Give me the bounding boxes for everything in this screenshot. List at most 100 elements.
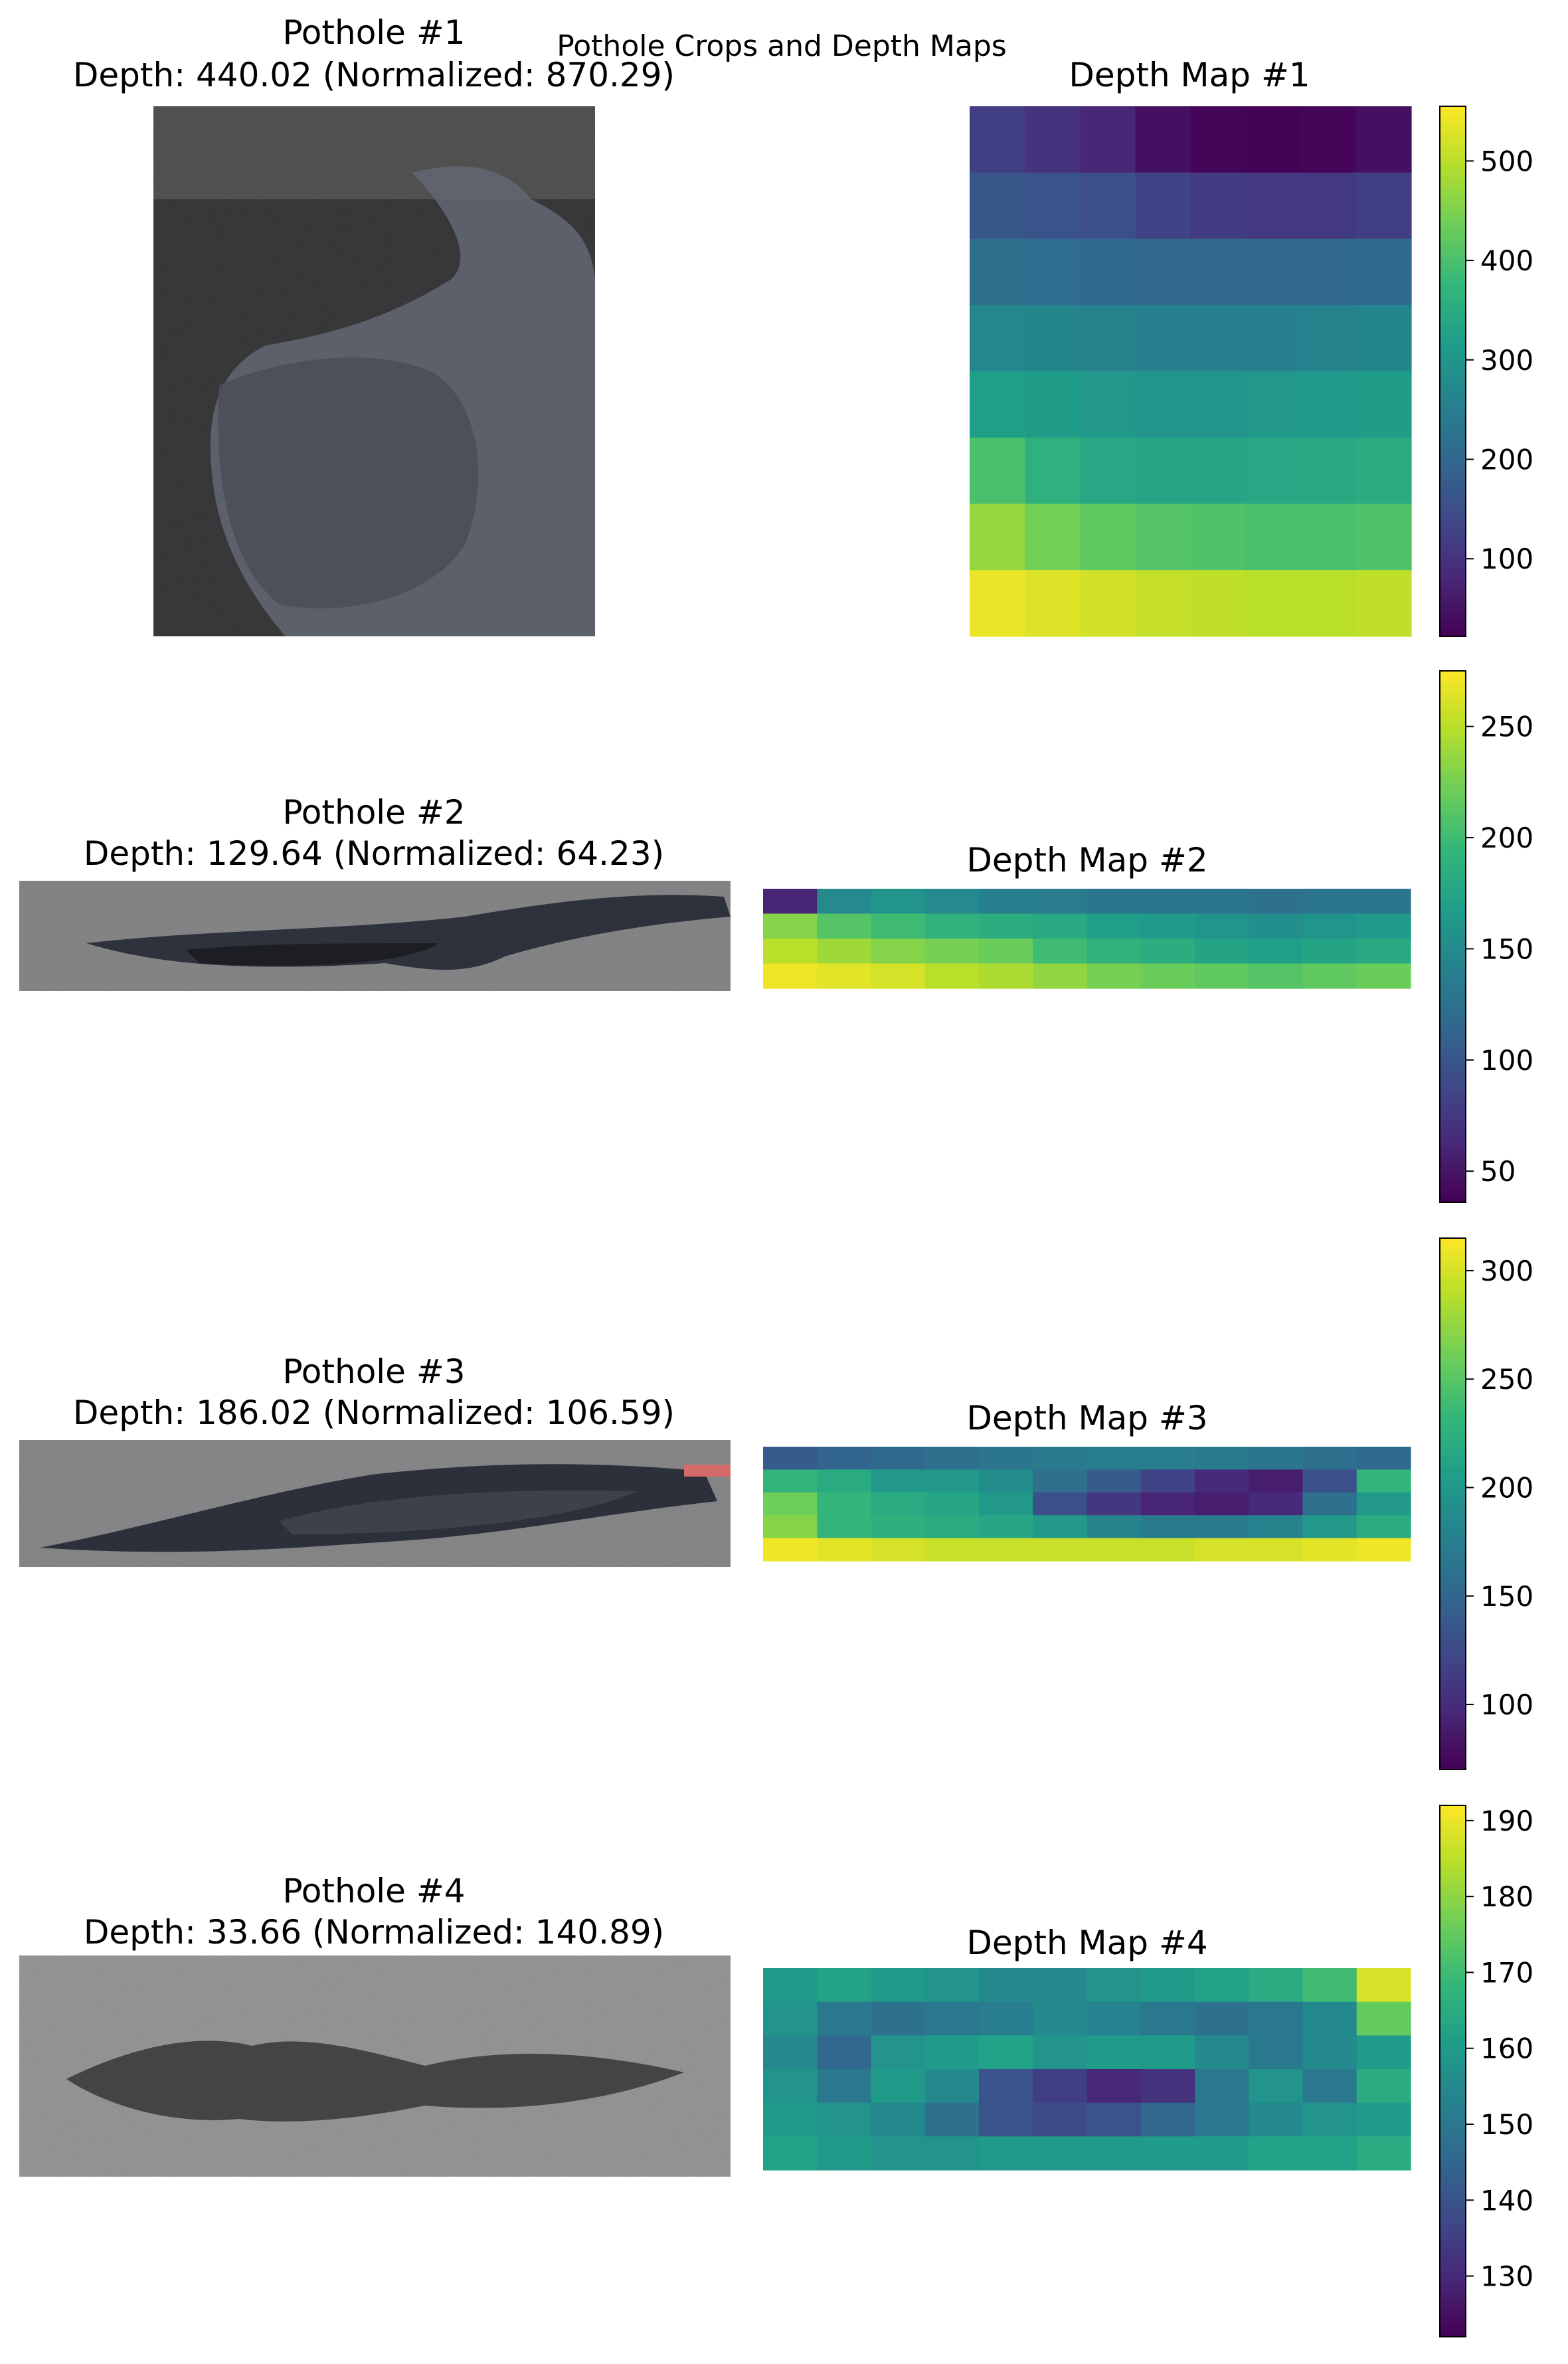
depth-map-4-cell (1195, 2069, 1249, 2104)
depth-map-1-cell (1190, 437, 1247, 505)
depth-map-1-heatmap (970, 106, 1412, 637)
depth-map-3-cell (1087, 1538, 1142, 1562)
depth-map-1-cell (1355, 305, 1412, 372)
colorbar-tick-label: 170 (1480, 1956, 1533, 1989)
depth-map-1-cell (1025, 437, 1081, 505)
depth-map-4-cell (1140, 1968, 1195, 2003)
depth-map-4-cell (817, 2035, 872, 2070)
depth-map-3-cell (979, 1492, 1033, 1516)
depth-map-2-cell (763, 913, 818, 939)
depth-map-3-panel: Depth Map #3 100 150 200 250 300 (763, 1237, 1533, 1770)
depth-map-2-cell (1249, 913, 1304, 939)
depth-map-1-cell (970, 371, 1025, 438)
depth-map-4-cell (1087, 2035, 1142, 2070)
depth-map-4-cell (1302, 2069, 1357, 2104)
depth-map-2-cell (1087, 963, 1142, 989)
depth-map-4-cell (763, 1968, 818, 2003)
depth-map-3-cell (817, 1492, 872, 1516)
depth-map-4-cell (924, 2069, 980, 2104)
depth-map-4-cell (1140, 2136, 1195, 2171)
depth-map-1-title: Depth Map #1 (1069, 56, 1310, 94)
depth-map-1-cell (1300, 106, 1357, 173)
depth-map-1-cell (970, 238, 1025, 306)
depth-map-3-cell (1087, 1515, 1142, 1539)
depth-map-1-cell (1245, 238, 1302, 306)
depth-map-2-cell (1087, 889, 1142, 915)
depth-map-3-cell (1140, 1492, 1195, 1516)
depth-map-4-cell (1087, 2069, 1142, 2104)
pothole-1-crop-image (153, 106, 595, 636)
depth-map-3-cell (1249, 1469, 1304, 1493)
depth-map-4-cell (1249, 2136, 1304, 2171)
depth-map-1-cell (1135, 106, 1191, 173)
depth-map-1-cell (970, 503, 1025, 571)
depth-map-4-cell (1033, 2136, 1088, 2171)
depth-map-4-cell (1140, 2035, 1195, 2070)
depth-map-1-cell (1245, 371, 1302, 438)
depth-map-2-cell (1356, 889, 1411, 915)
depth-map-2-cell (763, 963, 818, 989)
depth-map-3-cell (979, 1515, 1033, 1539)
depth-map-4-cell (817, 2069, 872, 2104)
depth-map-1-cell (1080, 106, 1136, 173)
colorbar-tick-label: 150 (1480, 2108, 1533, 2141)
depth-map-2-cell (1249, 963, 1304, 989)
depth-map-1-colorbar: 100 200 300 400 500 (1439, 106, 1533, 637)
pothole-4-title: Pothole #4 (282, 1872, 465, 1910)
depth-map-1-cell (970, 172, 1025, 240)
colorbar-tick-label: 50 (1480, 1155, 1516, 1188)
depth-map-3-cell (1033, 1515, 1088, 1539)
depth-map-4-cell (763, 2035, 818, 2070)
depth-map-4-cell (1356, 2102, 1411, 2137)
depth-map-3-cell (924, 1447, 980, 1470)
depth-map-3-cell (763, 1515, 818, 1539)
pothole-3-title: Pothole #3 (282, 1352, 465, 1391)
depth-map-4-cell (924, 2001, 980, 2036)
depth-map-4-cell (979, 2069, 1033, 2104)
depth-map-4-cell (1033, 2069, 1088, 2104)
depth-map-3-colorbar-gradient (1439, 1237, 1466, 1770)
depth-map-2-cell (817, 913, 872, 939)
depth-map-4-cell (1140, 2069, 1195, 2104)
depth-map-2-cell (1033, 939, 1088, 964)
depth-map-4-cell (1140, 2102, 1195, 2137)
depth-map-3-cell (817, 1469, 872, 1493)
depth-map-2-cell (763, 939, 818, 964)
figure-title: Pothole Crops and Depth Maps (557, 29, 1006, 63)
colorbar-tick-label: 150 (1480, 1580, 1533, 1613)
colorbar-tick-label: 200 (1480, 822, 1533, 854)
depth-map-4-cell (817, 2001, 872, 2036)
depth-map-1-cell (1135, 570, 1191, 637)
depth-map-3-cell (1249, 1492, 1304, 1516)
pothole-3-panel: Pothole #3 Depth: 186.02 (Normalized: 10… (19, 1352, 731, 1567)
depth-map-4-cell (1302, 2136, 1357, 2171)
depth-map-1-cell (1190, 371, 1247, 438)
depth-map-1-cell (1245, 503, 1302, 571)
depth-map-4-colorbar: 130 140 150 160 170 180 190 (1439, 1805, 1533, 2337)
depth-map-1-cell (1245, 106, 1302, 173)
colorbar-tick-label: 100 (1480, 1688, 1533, 1721)
depth-map-3-cell (1140, 1469, 1195, 1493)
depth-map-1-cell (1300, 371, 1357, 438)
depth-map-1-cell (1300, 437, 1357, 505)
depth-map-1-panel: Depth Map #1 100 200 300 400 500 (970, 56, 1533, 637)
depth-map-3-cell (924, 1469, 980, 1493)
depth-map-4-cell (1033, 2102, 1088, 2137)
depth-map-2-cell (871, 889, 926, 915)
depth-map-3-cell (924, 1515, 980, 1539)
colorbar-tick-label: 300 (1480, 344, 1533, 377)
colorbar-tick-label: 140 (1480, 2184, 1533, 2217)
depth-map-3-cell (1087, 1492, 1142, 1516)
depth-map-1-cell (1025, 172, 1081, 240)
depth-map-1-cell (970, 106, 1025, 173)
depth-map-1-cell (1135, 238, 1191, 306)
depth-map-3-cell (871, 1538, 926, 1562)
depth-map-3-cell (1033, 1469, 1088, 1493)
depth-map-1-cell (1300, 172, 1357, 240)
depth-map-2-cell (1302, 889, 1357, 915)
depth-map-2-cell (1195, 913, 1249, 939)
depth-map-4-colorbar-gradient (1439, 1805, 1466, 2337)
depth-map-1-cell (1135, 305, 1191, 372)
depth-map-2-cell (817, 963, 872, 989)
